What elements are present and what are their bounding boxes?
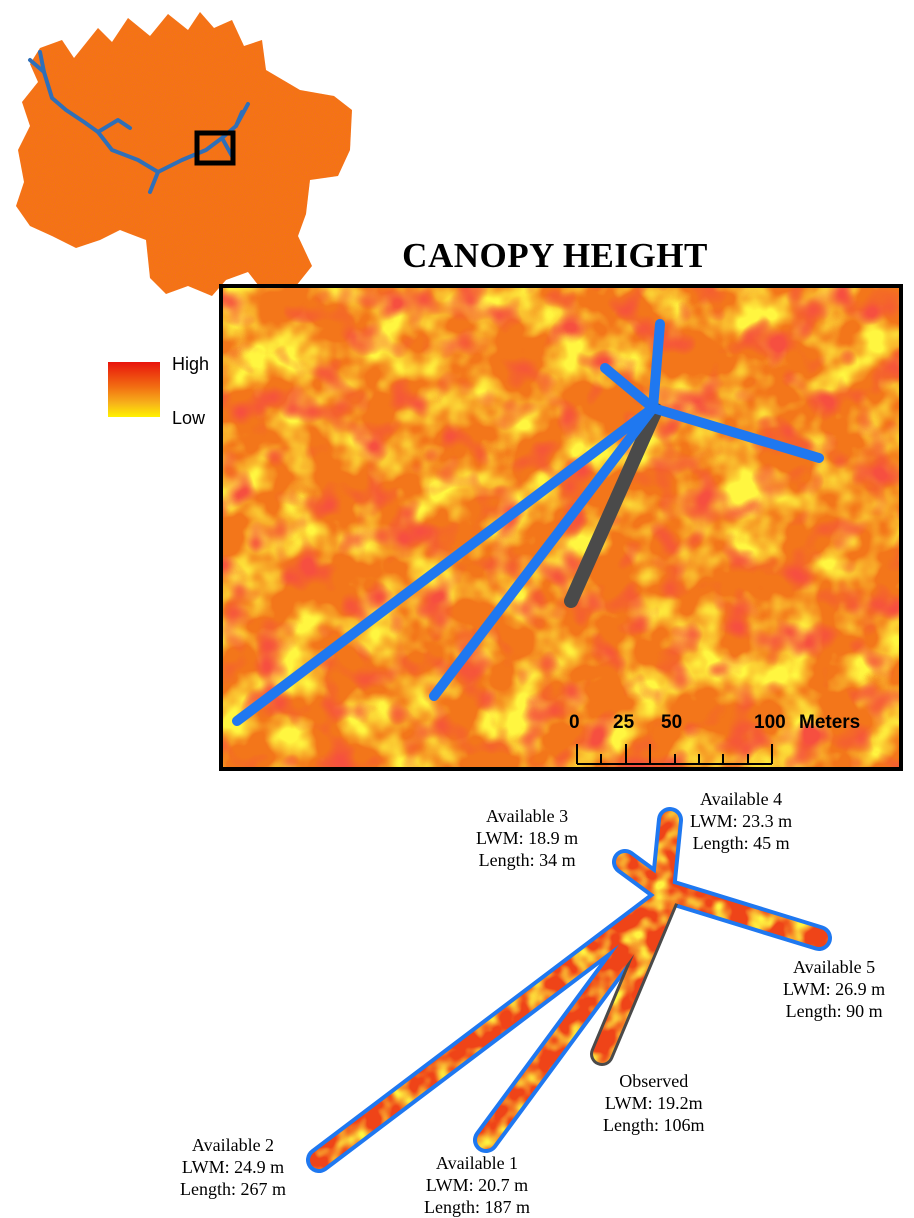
- available-3-label: Available 3 LWM: 18.9 m Length: 34 m: [476, 805, 578, 871]
- available-2-lwm: LWM: 24.9 m: [181, 1157, 285, 1177]
- available-3-name: Available 3: [486, 806, 569, 826]
- available-3-path-line: [600, 363, 658, 413]
- observed-name: Observed: [619, 1071, 689, 1091]
- available-2-name: Available 2: [191, 1135, 275, 1155]
- available-5-lwm: LWM: 26.9 m: [783, 979, 886, 999]
- available-4-label: Available 4 LWM: 23.3 m Length: 45 m: [690, 788, 792, 854]
- available-1-lwm: LWM: 20.7 m: [425, 1175, 529, 1195]
- canopy-height-map: [219, 284, 903, 771]
- available-4-path-line: [648, 319, 665, 413]
- available-5-path-line: [648, 403, 824, 463]
- available-5-label: Available 5 LWM: 26.9 m Length: 90 m: [783, 956, 885, 1022]
- scale-tick-100: 100: [754, 712, 786, 733]
- stream-network: [28, 50, 250, 194]
- scale-tick-25: 25: [613, 712, 635, 733]
- available-5-length: Length: 90 m: [785, 1001, 883, 1021]
- scale-tick-0: 0: [569, 712, 580, 733]
- available-2-path-line: [232, 403, 658, 726]
- canopy-legend: High Low: [108, 352, 228, 432]
- available-2-length: Length: 267 m: [180, 1179, 286, 1199]
- available-4-name: Available 4: [700, 789, 783, 809]
- map-title: CANOPY HEIGHT: [402, 236, 708, 275]
- available-3-lwm: LWM: 18.9 m: [476, 828, 579, 848]
- available-1-length: Length: 187 m: [424, 1197, 530, 1217]
- available-4-lwm: LWM: 23.3 m: [690, 811, 793, 831]
- path-detail-figure: Available 3 LWM: 18.9 m Length: 34 m Ava…: [180, 788, 885, 1217]
- legend-low-label: Low: [172, 408, 206, 428]
- available-3-length: Length: 34 m: [478, 850, 576, 870]
- observed-length: Length: 106m: [603, 1115, 705, 1135]
- available-4-length: Length: 45 m: [692, 833, 790, 853]
- study-area-box: [194, 130, 236, 166]
- observed-lwm: LWM: 19.2m: [604, 1093, 703, 1113]
- scale-tick-50: 50: [661, 712, 683, 733]
- scale-unit: Meters: [799, 712, 861, 733]
- overview-inset-map: [0, 0, 360, 300]
- available-5-name: Available 5: [793, 957, 876, 977]
- scale-bar: 0 25 50 100 Meters: [565, 712, 895, 772]
- legend-color-ramp: [108, 362, 160, 417]
- legend-high-label: High: [172, 354, 210, 374]
- available-1-label: Available 1 LWM: 20.7 m Length: 187 m: [424, 1152, 530, 1218]
- available-2-label: Available 2 LWM: 24.9 m Length: 267 m: [180, 1134, 286, 1200]
- available-1-name: Available 1: [435, 1153, 519, 1173]
- available-1-path-line: [429, 403, 658, 701]
- observed-path-line: [564, 403, 663, 608]
- observed-label: Observed LWM: 19.2m Length: 106m: [603, 1070, 705, 1136]
